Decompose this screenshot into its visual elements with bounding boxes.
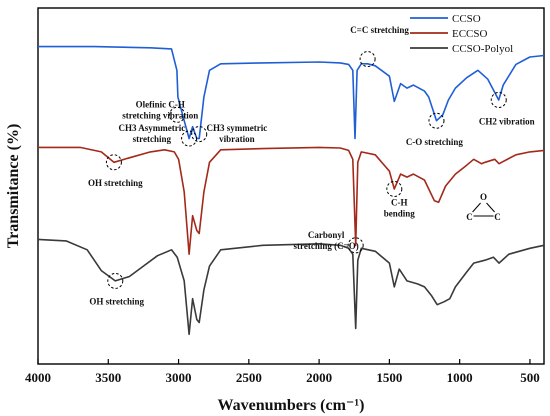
x-tick-label: 500	[520, 370, 540, 385]
peak-marker	[490, 91, 507, 108]
peak-marker	[386, 180, 403, 197]
epoxide-atom-label: C	[494, 212, 501, 222]
annotation-label: OH stretching	[88, 178, 143, 188]
peak-marker	[107, 272, 124, 289]
annotation-label: vibration	[219, 134, 255, 144]
x-axis-title: Wavenumbers (cm⁻¹)	[218, 397, 365, 414]
x-tick-label: 2500	[236, 370, 262, 385]
peak-marker	[347, 237, 364, 254]
peak-marker	[181, 130, 198, 147]
annotation-label: C=C stretching	[350, 25, 409, 35]
epoxide-atom-label: O	[480, 192, 487, 202]
epoxide-bond	[486, 202, 495, 213]
annotation-label: stretching	[133, 134, 172, 144]
y-axis-title: Transmitance (%)	[5, 124, 22, 249]
annotation-label: stretching (C=O)	[294, 241, 359, 251]
x-tick-label: 3000	[166, 370, 192, 385]
epoxide-bond	[472, 202, 481, 213]
series-line-ccso-polyol	[37, 238, 545, 336]
annotation-label: C-H	[391, 197, 408, 207]
legend: CCSO ECCSO CCSO-Polyol	[410, 13, 513, 55]
annotation-label: Olefinic C-H	[136, 99, 185, 109]
x-tick-label: 3500	[95, 370, 121, 385]
legend-entry: CCSO	[452, 13, 481, 25]
legend-entry: ECCSO	[452, 28, 488, 40]
peak-marker	[428, 112, 445, 129]
peak-marker	[191, 126, 208, 143]
annotation-label: CH3 Asymmetric	[118, 123, 185, 133]
annotation-label: stretching vibration	[122, 110, 198, 120]
annotation-label: CH2 vibration	[479, 117, 535, 127]
annotation-label: C-O stretching	[406, 137, 464, 147]
legend-entry: CCSO-Polyol	[452, 43, 513, 55]
peak-marker	[105, 154, 122, 171]
x-tick-label: 1500	[376, 370, 402, 385]
x-tick-label: 1000	[447, 370, 473, 385]
epoxide-atom-label: C	[466, 212, 473, 222]
peak-marker	[169, 106, 186, 123]
annotation-label: Carbonyl	[308, 230, 345, 240]
x-tick-layer: 4000 3500 3000 2500 2000 1500 1000 500	[25, 359, 540, 385]
annotation-label: bending	[384, 208, 416, 218]
plot-area	[37, 7, 545, 365]
peak-marker	[359, 51, 376, 68]
x-tick-label: 2000	[306, 370, 332, 385]
epoxide-ring-icon: OC C	[466, 192, 501, 222]
x-tick-label: 4000	[25, 370, 51, 385]
series-line-eccso	[38, 146, 545, 255]
annotation-label: OH stretching	[89, 297, 144, 307]
annotation-label: CH3 symmetric	[207, 123, 268, 133]
